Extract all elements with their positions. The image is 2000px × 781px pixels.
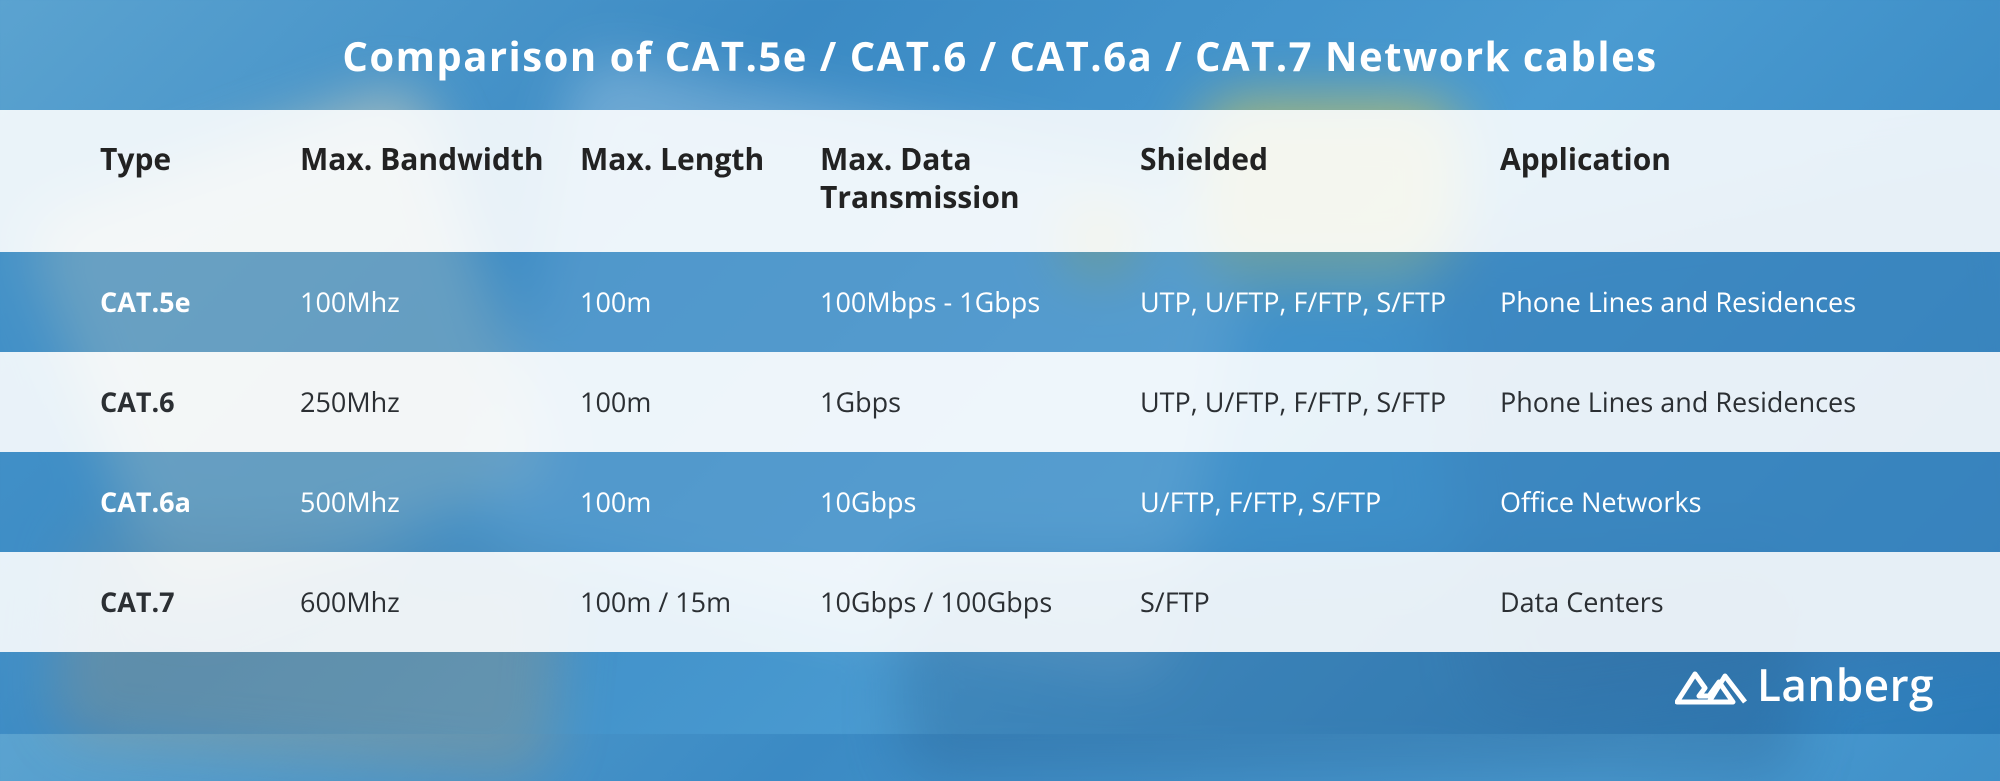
comparison-table: Type Max. Bandwidth Max. Length Max. Dat… [0, 110, 2000, 652]
cell-type: CAT.6a [100, 485, 300, 519]
table-row: CAT.5e 100Mhz 100m 100Mbps - 1Gbps UTP, … [0, 252, 2000, 352]
cell-length: 100m [580, 385, 820, 419]
cell-type: CAT.6 [100, 385, 300, 419]
cell-application: Phone Lines and Residences [1500, 385, 1900, 419]
brand-logo: Lanberg [1675, 654, 1934, 714]
cell-application: Data Centers [1500, 585, 1900, 619]
col-header-type: Type [100, 140, 300, 178]
col-header-shielded: Shielded [1140, 140, 1500, 178]
table-header-row: Type Max. Bandwidth Max. Length Max. Dat… [0, 110, 2000, 252]
cell-data: 10Gbps / 100Gbps [820, 585, 1140, 619]
cell-bandwidth: 600Mhz [300, 585, 580, 619]
cell-shielded: U/FTP, F/FTP, S/FTP [1140, 485, 1500, 519]
cell-shielded: S/FTP [1140, 585, 1500, 619]
cell-bandwidth: 250Mhz [300, 385, 580, 419]
cell-length: 100m [580, 485, 820, 519]
cell-bandwidth: 100Mhz [300, 285, 580, 319]
col-header-application: Application [1500, 140, 1900, 178]
cell-length: 100m / 15m [580, 585, 820, 619]
cell-shielded: UTP, U/FTP, F/FTP, S/FTP [1140, 285, 1500, 319]
table-row: CAT.7 600Mhz 100m / 15m 10Gbps / 100Gbps… [0, 552, 2000, 652]
cell-data: 10Gbps [820, 485, 1140, 519]
col-header-data: Max. Data Transmission [820, 140, 1140, 215]
cell-length: 100m [580, 285, 820, 319]
title-bar: Comparison of CAT.5e / CAT.6 / CAT.6a / … [0, 0, 2000, 110]
mountain-icon [1675, 662, 1747, 706]
cell-data: 100Mbps - 1Gbps [820, 285, 1140, 319]
cell-type: CAT.5e [100, 285, 300, 319]
col-header-bandwidth: Max. Bandwidth [300, 140, 580, 178]
table-row: CAT.6 250Mhz 100m 1Gbps UTP, U/FTP, F/FT… [0, 352, 2000, 452]
table-row: CAT.6a 500Mhz 100m 10Gbps U/FTP, F/FTP, … [0, 452, 2000, 552]
brand-name: Lanberg [1757, 654, 1934, 714]
cell-application: Phone Lines and Residences [1500, 285, 1900, 319]
cell-shielded: UTP, U/FTP, F/FTP, S/FTP [1140, 385, 1500, 419]
page-title: Comparison of CAT.5e / CAT.6 / CAT.6a / … [342, 28, 1657, 83]
cell-bandwidth: 500Mhz [300, 485, 580, 519]
cell-data: 1Gbps [820, 385, 1140, 419]
cell-type: CAT.7 [100, 585, 300, 619]
cell-application: Office Networks [1500, 485, 1900, 519]
col-header-length: Max. Length [580, 140, 820, 178]
